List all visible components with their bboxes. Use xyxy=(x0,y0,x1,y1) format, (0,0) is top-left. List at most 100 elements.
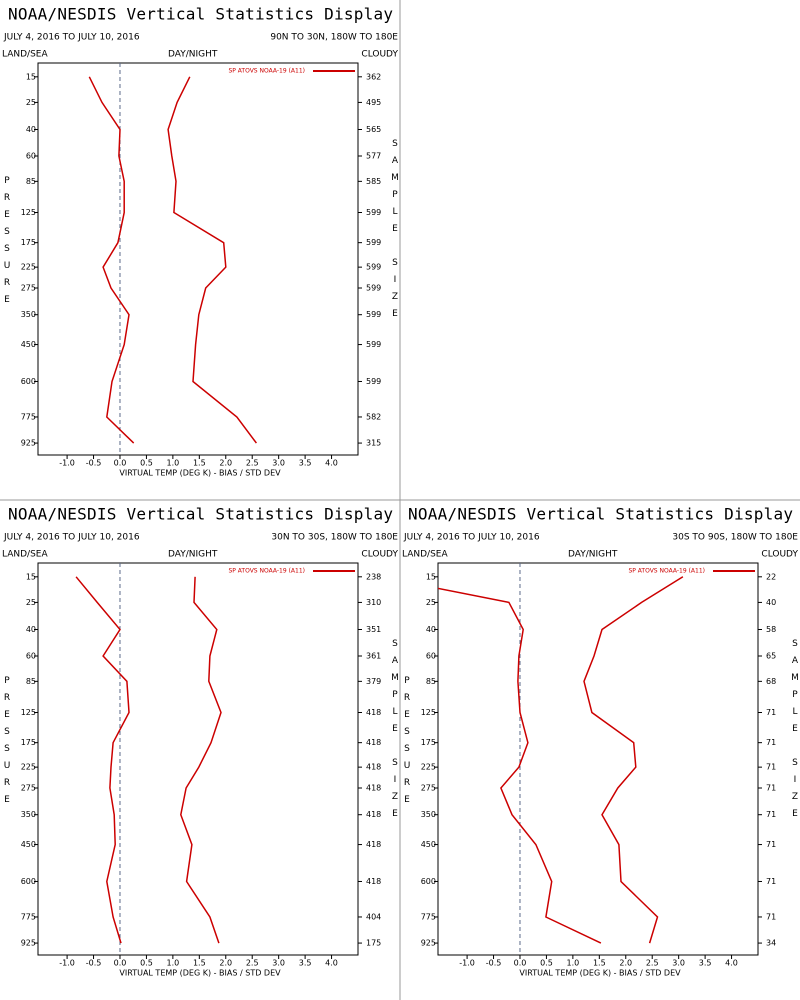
y-tick-label: 15 xyxy=(426,572,436,581)
x-tick-label: 1.5 xyxy=(193,459,206,468)
y-tick-label: 350 xyxy=(21,310,36,319)
sample-size-label: 351 xyxy=(366,625,381,634)
y-axis-label: PRESSURE xyxy=(402,676,412,812)
x-tick-label: 1.0 xyxy=(567,959,580,968)
region-label: 90N TO 30N, 180W TO 180E xyxy=(270,33,398,43)
x-axis-label: VIRTUAL TEMP (DEG K) - BIAS / STD DEV xyxy=(519,969,681,978)
y-tick-label: 85 xyxy=(426,677,436,686)
y-tick-label: 775 xyxy=(421,912,436,921)
sample-size-label: 418 xyxy=(366,840,381,849)
std-dev-line xyxy=(583,576,684,944)
y-tick-label: 225 xyxy=(421,763,436,772)
x-tick-label: -0.5 xyxy=(86,459,102,468)
y-tick-label: 450 xyxy=(421,840,436,849)
bias-line xyxy=(438,587,602,944)
panel: NOAA/NESDIS Vertical Statistics Display J… xyxy=(402,505,798,978)
chart-subtitle: JULY 4, 2016 TO JULY 10, 2016 xyxy=(3,33,140,43)
y-tick-label: 175 xyxy=(21,738,36,747)
x-tick-label: 1.0 xyxy=(167,959,180,968)
sample-size-label: 585 xyxy=(366,177,381,186)
region-label: 30S TO 90S, 180W TO 180E xyxy=(672,533,798,543)
y-axis-label: PRESSURE xyxy=(2,176,12,312)
x-tick-label: 0.0 xyxy=(514,959,527,968)
x-tick-label: -1.0 xyxy=(459,959,475,968)
y-tick-label: 925 xyxy=(21,939,36,948)
sample-size-label: 362 xyxy=(366,72,381,81)
y-tick-label: 125 xyxy=(421,708,436,717)
sample-size-label: 71 xyxy=(766,877,776,886)
chart-title: NOAA/NESDIS Vertical Statistics Display xyxy=(8,505,393,524)
std-dev-line xyxy=(167,76,258,444)
y-tick-label: 15 xyxy=(26,72,36,81)
x-tick-label: 4.0 xyxy=(325,959,338,968)
sample-size-label: 34 xyxy=(766,939,776,948)
sample-size-label: 565 xyxy=(366,125,381,134)
sample-size-label: 68 xyxy=(766,677,776,686)
sample-size-label: 418 xyxy=(366,784,381,793)
sample-size-label: 582 xyxy=(366,412,381,421)
sample-size-label: 315 xyxy=(366,439,381,448)
sample-size-label: 71 xyxy=(766,708,776,717)
y-tick-label: 600 xyxy=(21,377,36,386)
y-tick-label: 175 xyxy=(21,238,36,247)
sample-size-label: 418 xyxy=(366,763,381,772)
day-night-label: DAY/NIGHT xyxy=(168,550,218,560)
y-tick-label: 925 xyxy=(421,939,436,948)
y-tick-label: 15 xyxy=(26,572,36,581)
plot-frame xyxy=(437,562,759,956)
x-axis-label: VIRTUAL TEMP (DEG K) - BIAS / STD DEV xyxy=(119,969,281,978)
legend-label: SP ATOVS NOAA-19 (A11) xyxy=(628,568,705,575)
x-tick-label: 1.0 xyxy=(167,459,180,468)
y-tick-label: 600 xyxy=(421,877,436,886)
sample-size-label: 418 xyxy=(366,810,381,819)
y-tick-label: 40 xyxy=(26,625,36,634)
sample-size-label: 71 xyxy=(766,840,776,849)
plot-frame xyxy=(37,62,359,456)
y-tick-label: 450 xyxy=(21,840,36,849)
x-axis-label: VIRTUAL TEMP (DEG K) - BIAS / STD DEV xyxy=(119,469,281,478)
y-tick-label: 40 xyxy=(426,625,436,634)
x-tick-label: 2.5 xyxy=(246,959,259,968)
y2-axis-label: SAMPLE SIZE xyxy=(390,139,400,326)
x-tick-label: 3.0 xyxy=(272,959,285,968)
sample-size-label: 71 xyxy=(766,763,776,772)
chart-title: NOAA/NESDIS Vertical Statistics Display xyxy=(8,5,393,24)
x-tick-label: -1.0 xyxy=(59,459,75,468)
y-tick-label: 25 xyxy=(426,598,436,607)
day-night-label: DAY/NIGHT xyxy=(168,50,218,60)
x-tick-label: 0.5 xyxy=(140,959,153,968)
sample-size-label: 22 xyxy=(766,572,776,581)
y-tick-label: 225 xyxy=(21,763,36,772)
sample-size-label: 361 xyxy=(366,652,381,661)
x-tick-label: 4.0 xyxy=(725,959,738,968)
cloudy-label: CLOUDY xyxy=(361,550,398,560)
y-tick-label: 350 xyxy=(421,810,436,819)
y-tick-label: 275 xyxy=(421,784,436,793)
sample-size-label: 71 xyxy=(766,738,776,747)
region-label: 30N TO 30S, 180W TO 180E xyxy=(271,533,398,543)
panel: NOAA/NESDIS Vertical Statistics Display J… xyxy=(2,5,398,478)
sample-size-label: 71 xyxy=(766,810,776,819)
cloudy-label: CLOUDY xyxy=(361,50,398,60)
y-tick-label: 225 xyxy=(21,263,36,272)
y-tick-label: 175 xyxy=(421,738,436,747)
x-tick-label: -0.5 xyxy=(486,959,502,968)
x-tick-label: 0.5 xyxy=(540,959,553,968)
sample-size-label: 40 xyxy=(766,598,776,607)
x-tick-label: -0.5 xyxy=(86,959,102,968)
x-tick-label: 3.0 xyxy=(672,959,685,968)
y-tick-label: 85 xyxy=(26,677,36,686)
sample-size-label: 599 xyxy=(366,263,381,272)
y-tick-label: 25 xyxy=(26,98,36,107)
bias-line xyxy=(88,76,135,444)
x-tick-label: 2.0 xyxy=(219,459,232,468)
chart-subtitle: JULY 4, 2016 TO JULY 10, 2016 xyxy=(403,533,540,543)
panel: NOAA/NESDIS Vertical Statistics Display J… xyxy=(2,505,398,978)
sample-size-label: 71 xyxy=(766,784,776,793)
y-tick-label: 600 xyxy=(21,877,36,886)
x-tick-label: 1.5 xyxy=(193,959,206,968)
land-sea-label: LAND/SEA xyxy=(2,550,48,560)
x-tick-label: 2.0 xyxy=(619,959,632,968)
cloudy-label: CLOUDY xyxy=(761,550,798,560)
